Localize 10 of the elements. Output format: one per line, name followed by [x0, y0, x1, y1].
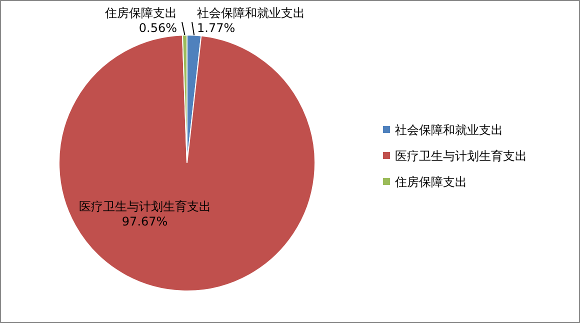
data-label: 0.56% — [138, 21, 177, 35]
pie-slice — [58, 34, 316, 292]
legend-label: 社会保障和就业支出 — [395, 123, 503, 137]
slice-label: 医疗卫生与计划生育支出 — [78, 200, 211, 214]
data-label: 97.67% — [122, 214, 168, 229]
slice-label: 住房保障支出 — [104, 6, 177, 20]
legend-label: 医疗卫生与计划生育支出 — [395, 149, 527, 163]
legend-label: 住房保障支出 — [394, 175, 467, 189]
slice-label: 社会保障和就业支出 — [197, 6, 305, 20]
data-label: 1.77% — [197, 21, 236, 35]
